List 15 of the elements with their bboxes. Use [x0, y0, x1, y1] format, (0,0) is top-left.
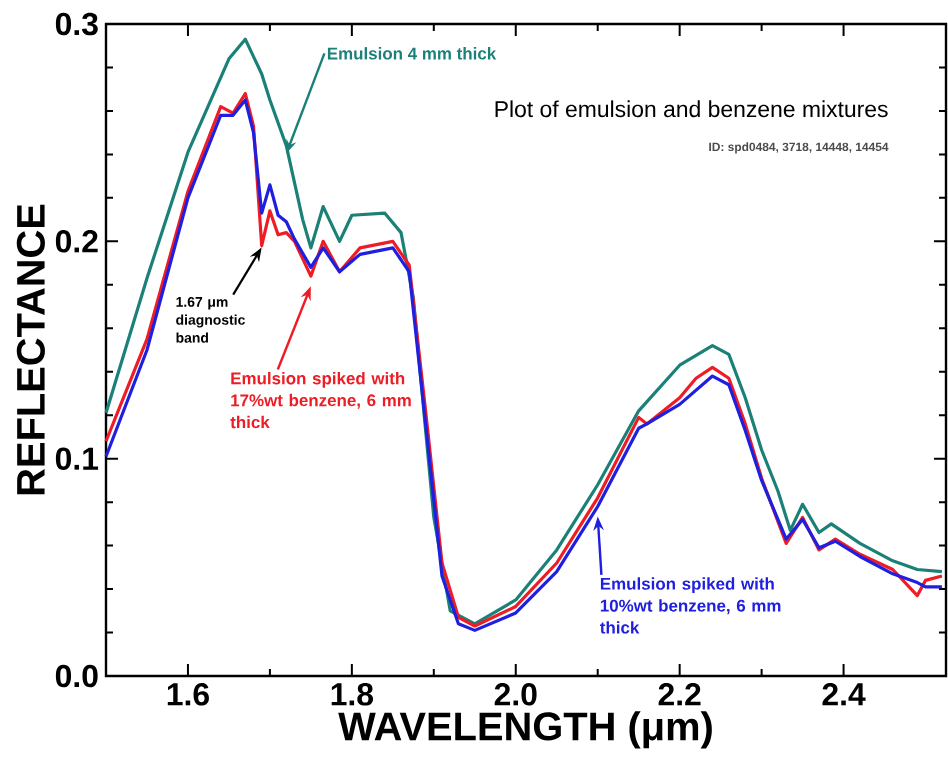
text: Plot of emulsion and benzene mixtures	[495, 100, 888, 118]
y-tick-label: 0.2	[55, 230, 98, 253]
x-tick-label: 2.2	[658, 683, 701, 706]
y-tick-label: 0.0	[55, 664, 98, 688]
y-tick-label: 0.3	[55, 12, 98, 36]
x-tick-label: 2.0	[494, 683, 537, 706]
x-tick-label: 2.4	[822, 683, 866, 706]
text: Emulsion spiked with 10%wt benzene, 6 mm thick	[600, 577, 781, 634]
x-tick-label: 1.8	[331, 683, 374, 706]
x-axis-title: WAVELENGTH (μm)	[338, 711, 712, 749]
text: Emulsion 4 mm thick	[327, 47, 497, 60]
x-tick-label: 1.6	[167, 683, 209, 706]
y-tick-label: 0.1	[55, 447, 99, 470]
series-label: Emulsion spiked with 17%wt benzene, 6 mm thick	[230, 371, 411, 429]
y-axis-title: REFLECTANCE	[16, 204, 45, 495]
